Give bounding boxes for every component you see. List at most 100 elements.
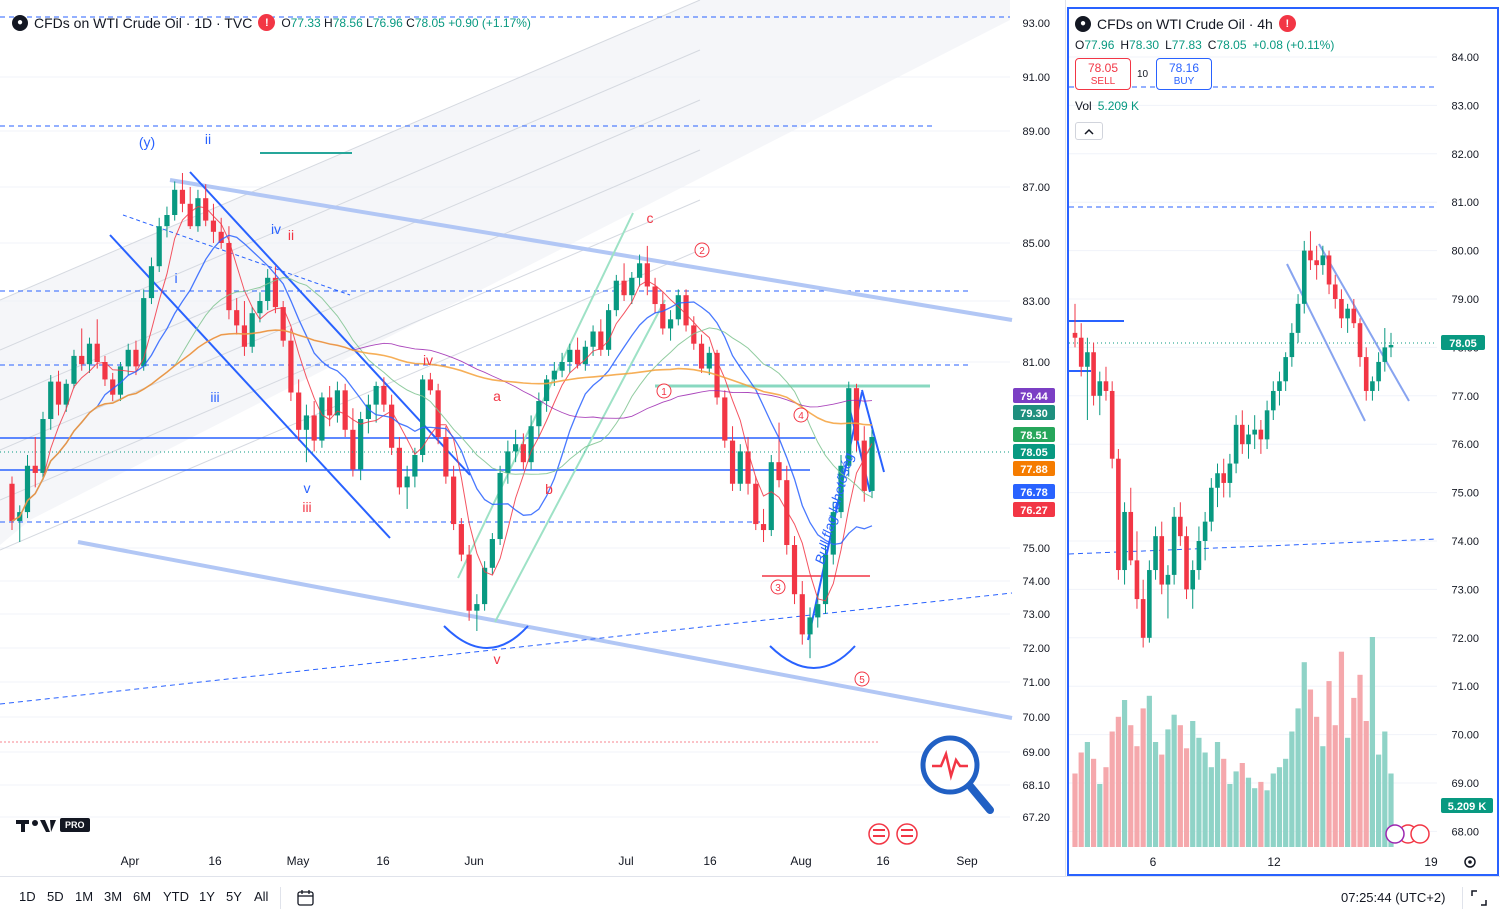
candle-body (1332, 284, 1338, 299)
wave-label: a (493, 388, 501, 404)
fullscreen-icon[interactable] (1470, 889, 1488, 907)
candle-body (110, 379, 116, 395)
candle-body (1103, 381, 1109, 391)
candle-body (1159, 536, 1165, 585)
candle-body (389, 404, 395, 448)
volume-bar (1233, 771, 1239, 847)
sell-button[interactable]: 78.05 SELL (1075, 58, 1131, 90)
candle-body (288, 340, 294, 393)
candle-body (451, 476, 457, 525)
timeframe-5y[interactable]: 5Y (226, 889, 242, 904)
rising-trendline (0, 592, 1013, 705)
candle-body (1190, 570, 1196, 590)
wave-circle (793, 407, 809, 423)
legend-collapse-button[interactable] (1075, 122, 1103, 140)
time-tick-label: Jul (618, 854, 633, 868)
channel-line (0, 49, 701, 351)
candle-body (1283, 357, 1288, 382)
settings-gear-icon (1464, 856, 1476, 868)
candle-body (753, 483, 759, 525)
timeframe-all[interactable]: All (254, 889, 269, 904)
timeframe-3m[interactable]: 3M (104, 889, 123, 904)
volume-bar (1295, 708, 1301, 847)
price-tick-label: 83.00 (1022, 296, 1050, 308)
magnifier-handle (966, 782, 994, 814)
candle-body (381, 385, 387, 405)
bottom-toolbar: 1D 5D 1M 3M 6M YTD 1Y 5Y All 07:25:44 (U… (0, 876, 1500, 918)
candle-body (63, 383, 69, 405)
candle-body (1258, 429, 1264, 440)
candle-body (1072, 332, 1078, 338)
spread-value: 10 (1137, 69, 1149, 80)
price-tick-label: 75.00 (1451, 488, 1479, 500)
candle-body (373, 385, 379, 405)
price-badge-label: 78.05 (1020, 447, 1048, 459)
price-badge (1013, 461, 1055, 476)
candle-body (1184, 536, 1189, 590)
volume-bar (1159, 754, 1165, 847)
candle-body (846, 388, 852, 466)
volume-bar (1078, 752, 1084, 847)
volume-bar (1307, 689, 1314, 847)
candle-body (427, 379, 433, 391)
price-badge-label: 79.30 (1020, 408, 1048, 420)
price-badge (1013, 484, 1055, 499)
warning-icon[interactable]: ! (258, 14, 276, 31)
daily-chart-legend: ● CFDs on WTI Crude Oil · 1D · TVC ! O77… (12, 14, 531, 31)
candle-body (32, 465, 38, 473)
candle-body (327, 397, 333, 416)
price-badge (1013, 388, 1055, 403)
timeframe-1d[interactable]: 1D (19, 889, 36, 904)
candle-body (458, 524, 464, 555)
candle-body (1301, 250, 1307, 304)
candle-body (1264, 410, 1270, 440)
volume-bar (1258, 781, 1264, 847)
candle-body (226, 243, 232, 311)
candle-body (636, 263, 643, 278)
tradingview-logo[interactable]: PRO (16, 818, 90, 832)
candle-body (1382, 347, 1388, 362)
h4-chart-pane[interactable]: 84.0083.0082.0081.0080.0079.0078.0077.00… (1067, 7, 1499, 876)
volume-legend: Vol 5.209 K (1075, 99, 1140, 113)
daily-chart-pane[interactable]: (y) ii i iv ii iii iv v iii a b c v 2 1 4 3 5 Bull flag le… (0, 0, 1066, 876)
volume-bar (1090, 758, 1097, 847)
volume-bar (1115, 716, 1121, 847)
candle-body (660, 304, 666, 329)
volume-bar (1072, 773, 1078, 847)
moving-average-line (11, 329, 873, 522)
timeframe-6m[interactable]: 6M (133, 889, 152, 904)
channel-line (0, 0, 701, 301)
wave-label: iv (271, 221, 281, 237)
timeframe-1y[interactable]: 1Y (199, 889, 215, 904)
buy-button[interactable]: 78.16 BUY (1156, 58, 1212, 90)
candle-body (1289, 332, 1295, 358)
candle-body (683, 295, 689, 326)
volume-bar (1202, 752, 1208, 847)
wave-label: ii (288, 227, 294, 243)
timeframe-ytd[interactable]: YTD (163, 889, 189, 904)
time-tick-label: 16 (703, 854, 717, 868)
calendar-range-icon[interactable] (296, 888, 316, 908)
daily-chart-title[interactable]: CFDs on WTI Crude Oil · 1D · TVC (34, 14, 253, 31)
h4-ohlc: O77.96 H78.30 L77.83 C78.05 +0.08 (+0.11… (1075, 38, 1335, 52)
candle-body (791, 545, 798, 595)
warning-icon[interactable]: ! (1278, 15, 1296, 32)
h4-chart-canvas[interactable]: 84.0083.0082.0081.0080.0079.0078.0077.00… (1069, 9, 1497, 874)
price-tick-label: 73.00 (1451, 584, 1479, 596)
magnifier-icon (920, 735, 994, 814)
time-tick-label: 16 (376, 854, 390, 868)
price-tick-label: 74.00 (1022, 576, 1050, 588)
price-tick-label: 85.00 (1022, 238, 1050, 250)
candle-body (1363, 357, 1369, 391)
candle-body (482, 567, 488, 605)
candle-body (1370, 381, 1375, 391)
timeframe-5d[interactable]: 5D (47, 889, 64, 904)
volume-bar (1320, 746, 1326, 847)
clock-display[interactable]: 07:25:44 (UTC+2) (1341, 890, 1446, 905)
h4-chart-title[interactable]: CFDs on WTI Crude Oil · 4h (1097, 15, 1273, 32)
price-tick-label: 72.00 (1022, 643, 1050, 655)
wave-circle-label: 2 (699, 246, 705, 257)
candle-body (1351, 308, 1357, 324)
timeframe-1m[interactable]: 1M (75, 889, 94, 904)
